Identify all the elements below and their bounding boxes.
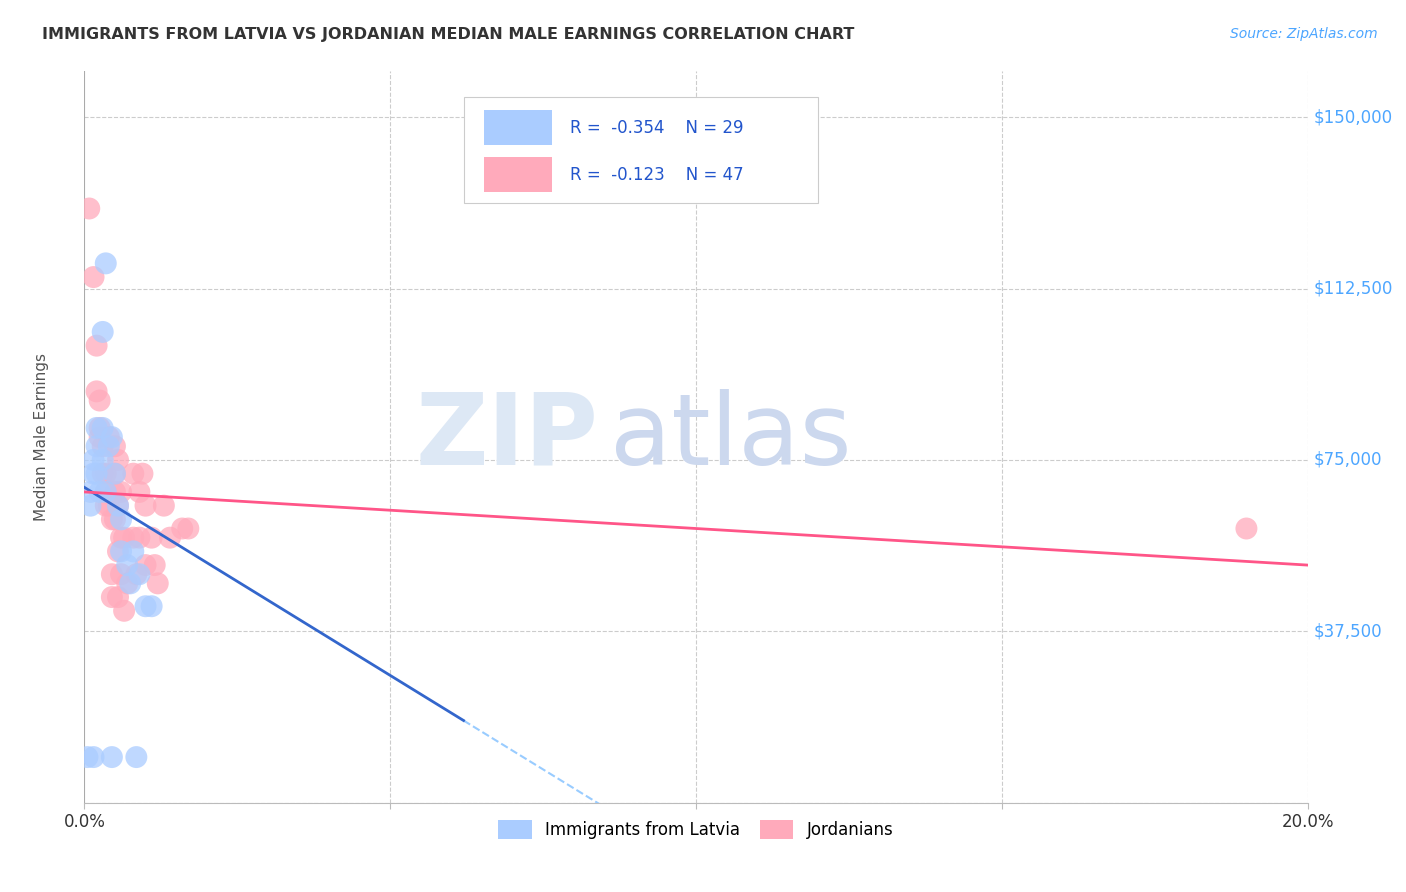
Point xyxy=(104,439,127,453)
Point xyxy=(122,531,145,545)
Point xyxy=(89,421,111,435)
FancyBboxPatch shape xyxy=(464,97,818,203)
Point xyxy=(94,256,117,270)
Point xyxy=(101,430,124,444)
Point xyxy=(79,499,101,513)
Point xyxy=(91,325,114,339)
Point xyxy=(110,544,132,558)
Point xyxy=(101,750,124,764)
Point xyxy=(97,430,120,444)
Point xyxy=(101,590,124,604)
Point xyxy=(141,531,163,545)
Point xyxy=(110,531,132,545)
Point xyxy=(135,499,157,513)
Point xyxy=(115,576,138,591)
Point xyxy=(83,453,105,467)
Point xyxy=(83,270,105,285)
Point xyxy=(89,430,111,444)
Point xyxy=(159,531,181,545)
Point xyxy=(86,338,108,352)
Point xyxy=(107,499,129,513)
Point xyxy=(128,567,150,582)
Point xyxy=(110,567,132,582)
Text: R =  -0.354    N = 29: R = -0.354 N = 29 xyxy=(569,119,744,136)
Point xyxy=(97,499,120,513)
Point xyxy=(107,499,129,513)
Point xyxy=(89,484,111,499)
Point xyxy=(128,484,150,499)
Point xyxy=(135,599,157,614)
Legend: Immigrants from Latvia, Jordanians: Immigrants from Latvia, Jordanians xyxy=(492,814,900,846)
Point xyxy=(86,384,108,399)
Point xyxy=(91,453,114,467)
Text: $112,500: $112,500 xyxy=(1313,279,1393,298)
Point xyxy=(172,521,194,535)
Point xyxy=(143,558,166,573)
Point xyxy=(104,467,127,481)
Point xyxy=(101,567,124,582)
Bar xyxy=(484,157,551,193)
Text: IMMIGRANTS FROM LATVIA VS JORDANIAN MEDIAN MALE EARNINGS CORRELATION CHART: IMMIGRANTS FROM LATVIA VS JORDANIAN MEDI… xyxy=(42,27,855,42)
Point xyxy=(83,467,105,481)
Bar xyxy=(484,111,551,145)
Point xyxy=(107,590,129,604)
Point xyxy=(91,467,114,481)
Text: Median Male Earnings: Median Male Earnings xyxy=(34,353,49,521)
Point xyxy=(110,484,132,499)
Point xyxy=(1236,521,1258,535)
Point xyxy=(122,544,145,558)
Point xyxy=(177,521,200,535)
Text: atlas: atlas xyxy=(610,389,852,485)
Point xyxy=(94,499,117,513)
Point xyxy=(101,512,124,526)
Point xyxy=(94,467,117,481)
Point xyxy=(125,750,148,764)
Point xyxy=(107,544,129,558)
Point xyxy=(86,467,108,481)
Point xyxy=(89,393,111,408)
Point xyxy=(94,484,117,499)
Point xyxy=(122,467,145,481)
Point xyxy=(146,576,169,591)
Point xyxy=(120,576,142,591)
Point xyxy=(128,531,150,545)
Text: $150,000: $150,000 xyxy=(1313,108,1393,126)
Point xyxy=(94,484,117,499)
Point xyxy=(104,484,127,499)
Text: ZIP: ZIP xyxy=(415,389,598,485)
Point xyxy=(115,558,138,573)
Point xyxy=(131,467,153,481)
Point xyxy=(91,439,114,453)
Point xyxy=(104,467,127,481)
Point xyxy=(76,750,98,764)
Text: Source: ZipAtlas.com: Source: ZipAtlas.com xyxy=(1230,27,1378,41)
Point xyxy=(107,453,129,467)
Text: R =  -0.123    N = 47: R = -0.123 N = 47 xyxy=(569,166,744,184)
Point xyxy=(86,439,108,453)
Point xyxy=(77,202,100,216)
Point xyxy=(83,750,105,764)
Point xyxy=(86,421,108,435)
Point xyxy=(112,604,135,618)
Point xyxy=(141,599,163,614)
Point xyxy=(135,558,157,573)
Text: $37,500: $37,500 xyxy=(1313,623,1382,640)
Point xyxy=(112,531,135,545)
Point xyxy=(91,421,114,435)
Text: $75,000: $75,000 xyxy=(1313,451,1382,469)
Point xyxy=(97,439,120,453)
Point xyxy=(110,512,132,526)
Point xyxy=(153,499,176,513)
Point xyxy=(79,484,101,499)
Point xyxy=(104,512,127,526)
Point xyxy=(125,567,148,582)
